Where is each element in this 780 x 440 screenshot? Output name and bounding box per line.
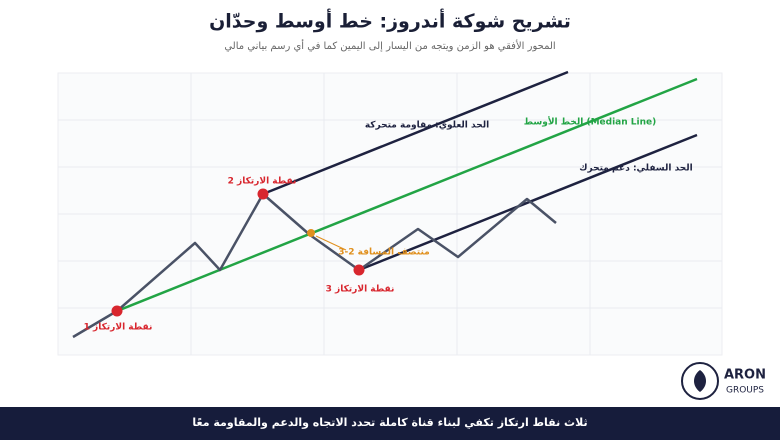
footer-bar [0, 407, 780, 440]
subtitle: المحور الأفقي هو الزمن ويتجه من اليسار إ… [224, 39, 555, 52]
lower-label: الحد السفلي: دعم متحرك [579, 164, 692, 174]
upper-label: الحد العلوي: مقاومة متحركة [365, 121, 489, 131]
grid [58, 73, 722, 355]
logo-sub: GROUPS [726, 386, 764, 396]
pivot-label: نقطة الارتكاز 2 [228, 177, 297, 187]
pivot-dot [111, 305, 123, 317]
logo-name: ARON [724, 368, 766, 383]
midpoint-label: منتصف المسافة 2-3 [338, 248, 429, 258]
median-line [116, 77, 698, 313]
title: تشريح شوكة أندروز: خط أوسط وحدّان [209, 9, 571, 33]
midpoint-dot [307, 229, 315, 237]
logo-leaf [694, 370, 706, 392]
lower-line [358, 133, 698, 272]
leader-line [315, 235, 347, 251]
upper-line [262, 70, 569, 196]
pivot-label: نقطة الارتكاز 1 [84, 323, 153, 333]
pivot-dot [257, 188, 269, 200]
median-label: الخط الأوسط (Median Line) [524, 116, 657, 128]
pivot-dot [353, 264, 365, 276]
pivot-label: نقطة الارتكاز 3 [326, 285, 395, 295]
footer-text: ثلاث نقاط ارتكاز تكفي لبناء قناة كاملة ت… [192, 416, 587, 429]
